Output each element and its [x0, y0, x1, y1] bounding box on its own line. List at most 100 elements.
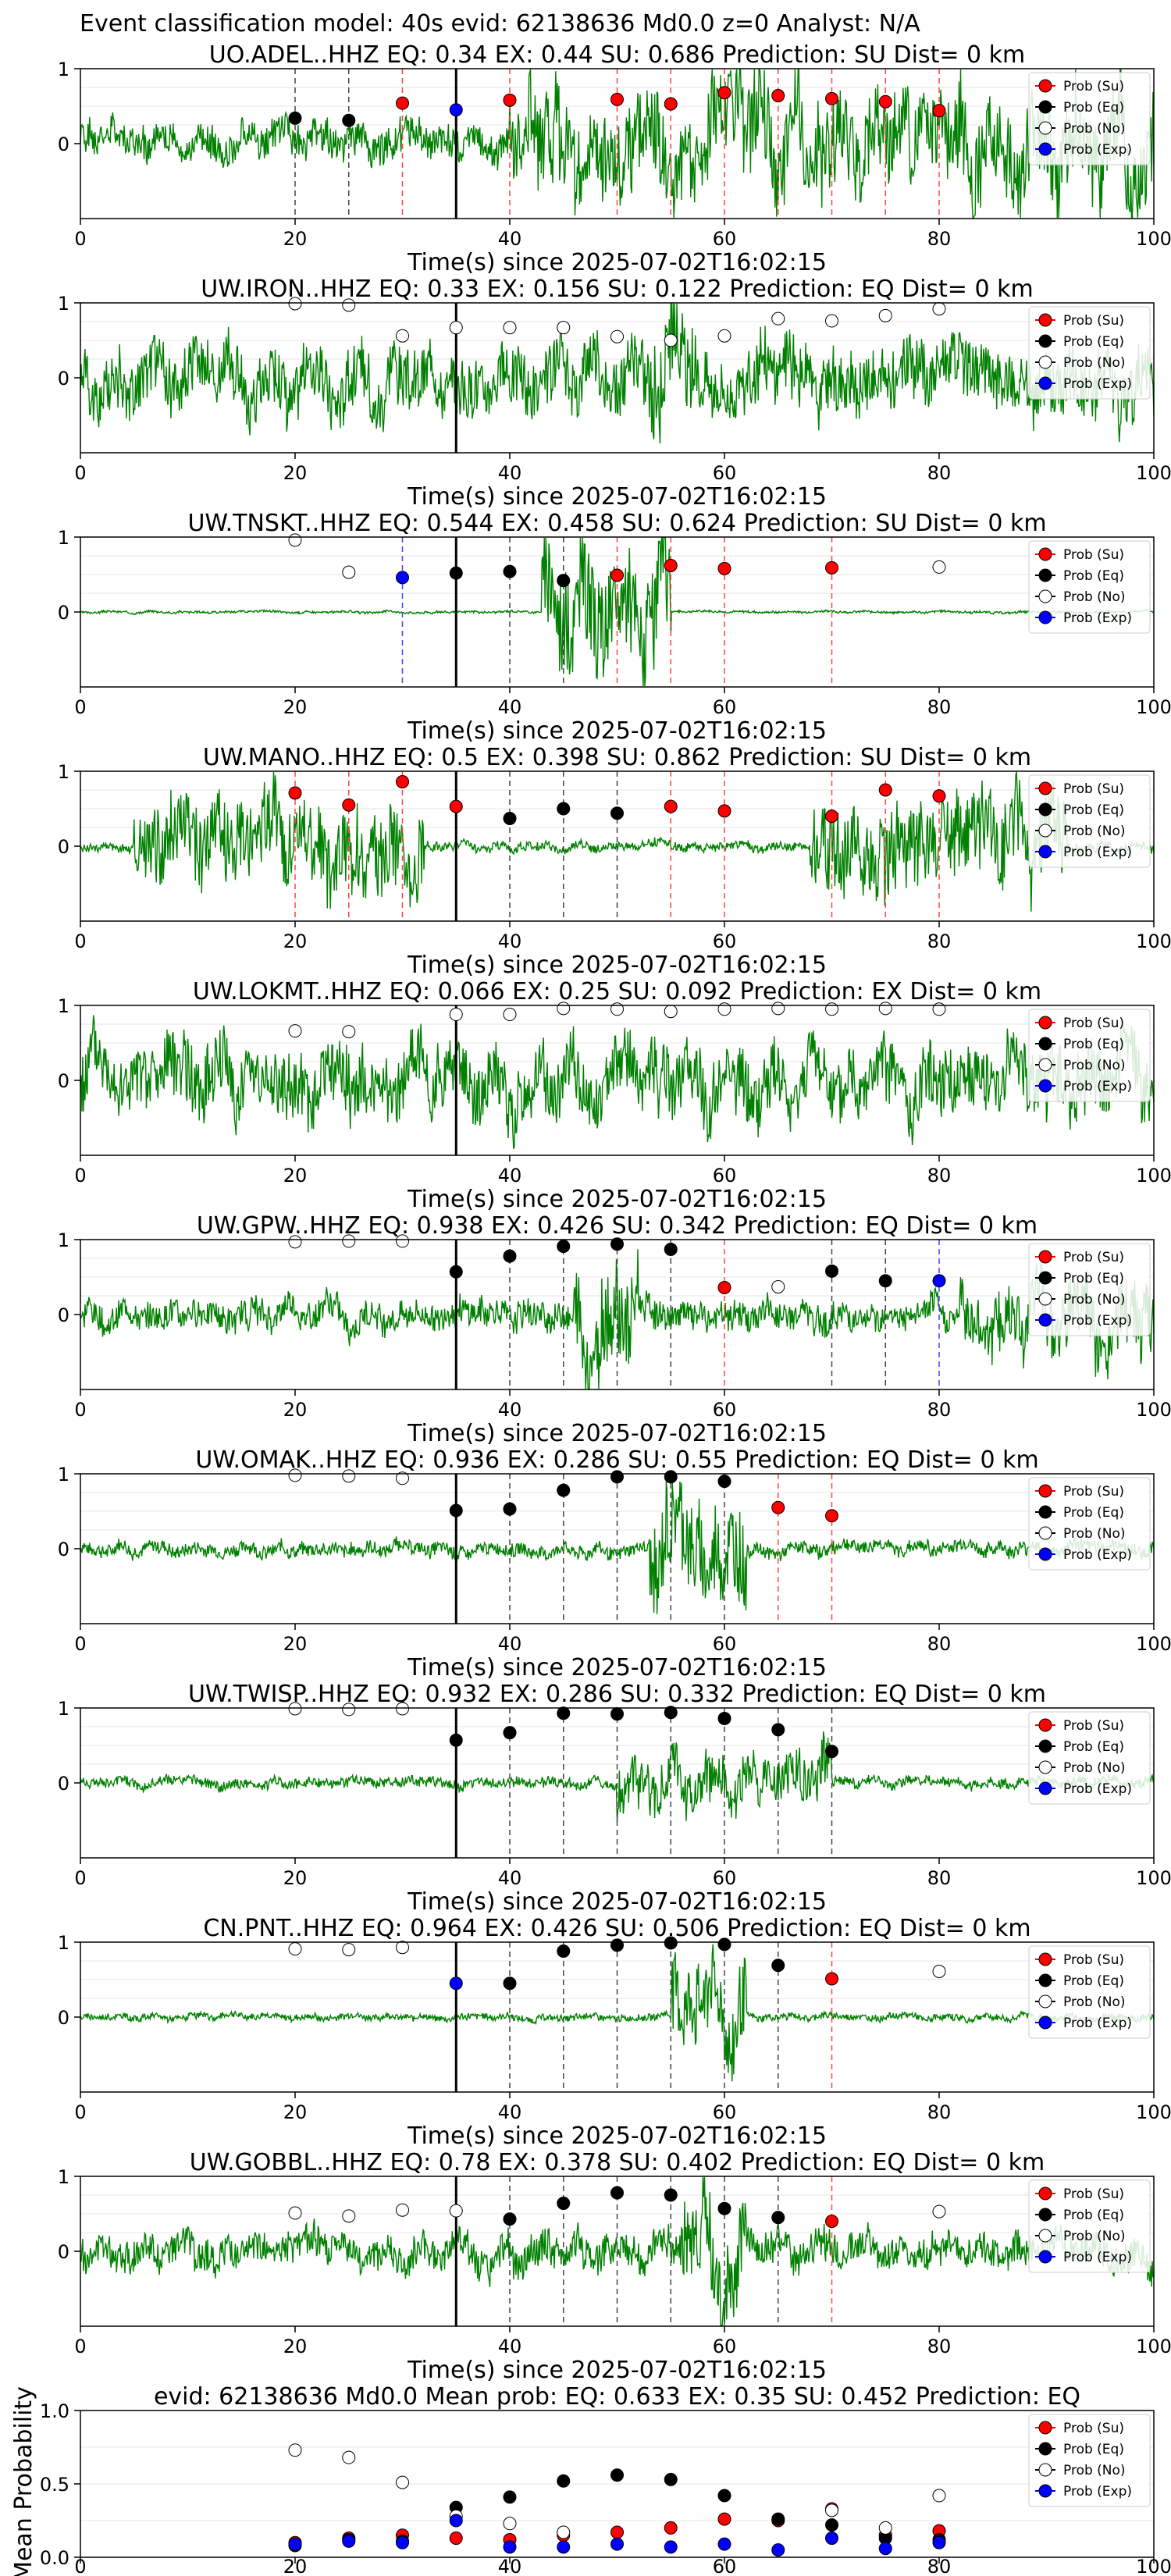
- prob-marker-su: [396, 96, 409, 110]
- legend-marker-no: [1038, 1292, 1052, 1306]
- x-tick-label: 80: [927, 2556, 952, 2576]
- y-tick-label: 1: [58, 2166, 69, 2188]
- legend-label-eq: Prob (Eq): [1063, 1739, 1124, 1755]
- x-axis-label: Time(s) since 2025-07-02T16:02:15: [407, 2357, 827, 2384]
- x-tick-label: 60: [713, 2101, 737, 2123]
- prob-marker-su: [342, 798, 356, 812]
- x-tick-label: 100: [1136, 462, 1171, 484]
- legend-marker-eq: [1038, 1271, 1052, 1285]
- legend-marker-exp: [1038, 2016, 1052, 2030]
- legend-label-eq: Prob (Eq): [1063, 1973, 1124, 1989]
- panel-title: UW.TNSKT..HHZ EQ: 0.544 EX: 0.458 SU: 0.…: [187, 510, 1046, 537]
- legend-label-exp: Prob (Exp): [1063, 2484, 1132, 2500]
- prob-marker-exp: [449, 1976, 463, 1991]
- legend-marker-exp: [1038, 1547, 1052, 1561]
- legend-label-exp: Prob (Exp): [1063, 2250, 1132, 2265]
- legend-label-eq: Prob (Eq): [1063, 1505, 1124, 1521]
- waveform-panel-7: UW.OMAK..HHZ EQ: 0.936 EX: 0.286 SU: 0.5…: [58, 1446, 1171, 1681]
- prob-marker-no: [932, 1964, 946, 1978]
- x-tick-label: 80: [927, 462, 952, 484]
- x-tick-label: 60: [713, 930, 737, 952]
- prob-marker-su: [664, 97, 678, 111]
- mean-marker-exp: [342, 2534, 356, 2548]
- y-tick-label: 0: [58, 2007, 69, 2029]
- x-tick-label: 60: [713, 696, 737, 718]
- prob-marker-no: [288, 1235, 302, 1249]
- x-tick-label: 100: [1136, 2336, 1171, 2357]
- x-tick-label: 60: [713, 2336, 737, 2357]
- mean-marker-no: [557, 2525, 571, 2539]
- x-tick-label: 40: [498, 2101, 522, 2123]
- mean-marker-exp: [878, 2542, 892, 2556]
- waveform-trace: [80, 69, 1155, 219]
- prob-marker-eq: [503, 1726, 517, 1740]
- x-tick-label: 0: [74, 1867, 86, 1889]
- x-axis-label: Time(s) since 2025-07-02T16:02:15: [407, 249, 827, 276]
- y-tick-label: 0: [58, 836, 69, 858]
- prob-marker-no: [288, 1468, 302, 1482]
- prob-marker-su: [449, 799, 463, 813]
- prob-marker-eq: [610, 1707, 624, 1721]
- x-axis-label: Time(s) since 2025-07-02T16:02:15: [407, 1420, 827, 1447]
- mean-marker-exp: [557, 2540, 571, 2554]
- legend-marker-eq: [1038, 1973, 1052, 1987]
- x-tick-label: 80: [927, 1165, 952, 1187]
- y-tick-label: 0: [58, 1539, 69, 1560]
- legend-label-no: Prob (No): [1063, 2229, 1126, 2244]
- legend-marker-no: [1038, 2229, 1052, 2243]
- legend-box: [1028, 1711, 1151, 1805]
- prob-marker-eq: [771, 1723, 785, 1737]
- mean-marker-su: [717, 2512, 731, 2526]
- legend-label-exp: Prob (Exp): [1063, 1547, 1132, 1563]
- waveform-panel-10: UW.GOBBL..HHZ EQ: 0.78 EX: 0.378 SU: 0.4…: [58, 2149, 1171, 2384]
- prob-marker-eq: [717, 2201, 731, 2215]
- mean-marker-eq: [771, 2512, 785, 2526]
- prob-marker-eq: [503, 1502, 517, 1516]
- x-tick-label: 20: [283, 2336, 308, 2357]
- legend-marker-eq: [1038, 1505, 1052, 1519]
- prob-marker-no: [342, 1025, 356, 1039]
- prob-marker-su: [878, 783, 892, 797]
- y-tick-label: 1: [58, 761, 69, 783]
- prob-marker-eq: [664, 1706, 678, 1720]
- prob-marker-no: [449, 2204, 463, 2218]
- prob-marker-no: [610, 329, 624, 343]
- mean-marker-exp: [717, 2537, 731, 2551]
- x-tick-label: 80: [927, 930, 952, 952]
- prob-marker-eq: [717, 1937, 731, 1952]
- mean-marker-exp: [288, 2537, 302, 2551]
- legend-box: [1028, 540, 1151, 634]
- y-tick-label: 1: [58, 1698, 69, 1720]
- legend-marker-exp: [1038, 142, 1052, 156]
- waveform-panel-3: UW.TNSKT..HHZ EQ: 0.544 EX: 0.458 SU: 0.…: [58, 510, 1171, 745]
- prob-marker-no: [288, 297, 302, 311]
- prob-marker-no: [288, 533, 302, 547]
- legend-box: [1028, 1243, 1151, 1336]
- prob-marker-no: [396, 1941, 409, 1955]
- prob-marker-eq: [771, 1959, 785, 1973]
- x-tick-label: 0: [74, 1165, 86, 1187]
- prob-marker-no: [503, 321, 517, 335]
- prob-marker-eq: [878, 1274, 892, 1288]
- x-tick-label: 0: [74, 2556, 86, 2576]
- legend-label-no: Prob (No): [1063, 824, 1126, 839]
- legend-label-eq: Prob (Eq): [1063, 802, 1124, 818]
- legend-marker-exp: [1038, 1781, 1052, 1795]
- legend-marker-eq: [1038, 2442, 1052, 2456]
- x-tick-label: 20: [283, 2101, 308, 2123]
- prob-marker-su: [610, 92, 624, 106]
- prob-marker-eq: [610, 2186, 624, 2200]
- prob-marker-eq: [503, 1249, 517, 1263]
- prob-marker-no: [717, 1002, 731, 1016]
- x-tick-label: 80: [927, 228, 952, 250]
- x-tick-label: 60: [713, 1165, 737, 1187]
- prob-marker-no: [396, 1471, 409, 1485]
- prob-marker-su: [825, 809, 838, 824]
- prob-marker-no: [449, 1008, 463, 1022]
- mean-marker-no: [825, 2503, 838, 2517]
- y-tick-label: 1: [58, 995, 69, 1017]
- prob-marker-su: [825, 1972, 838, 1986]
- prob-marker-eq: [557, 1706, 571, 1720]
- y-tick-label: 0: [58, 133, 69, 155]
- y-tick-label: 0: [58, 2241, 69, 2263]
